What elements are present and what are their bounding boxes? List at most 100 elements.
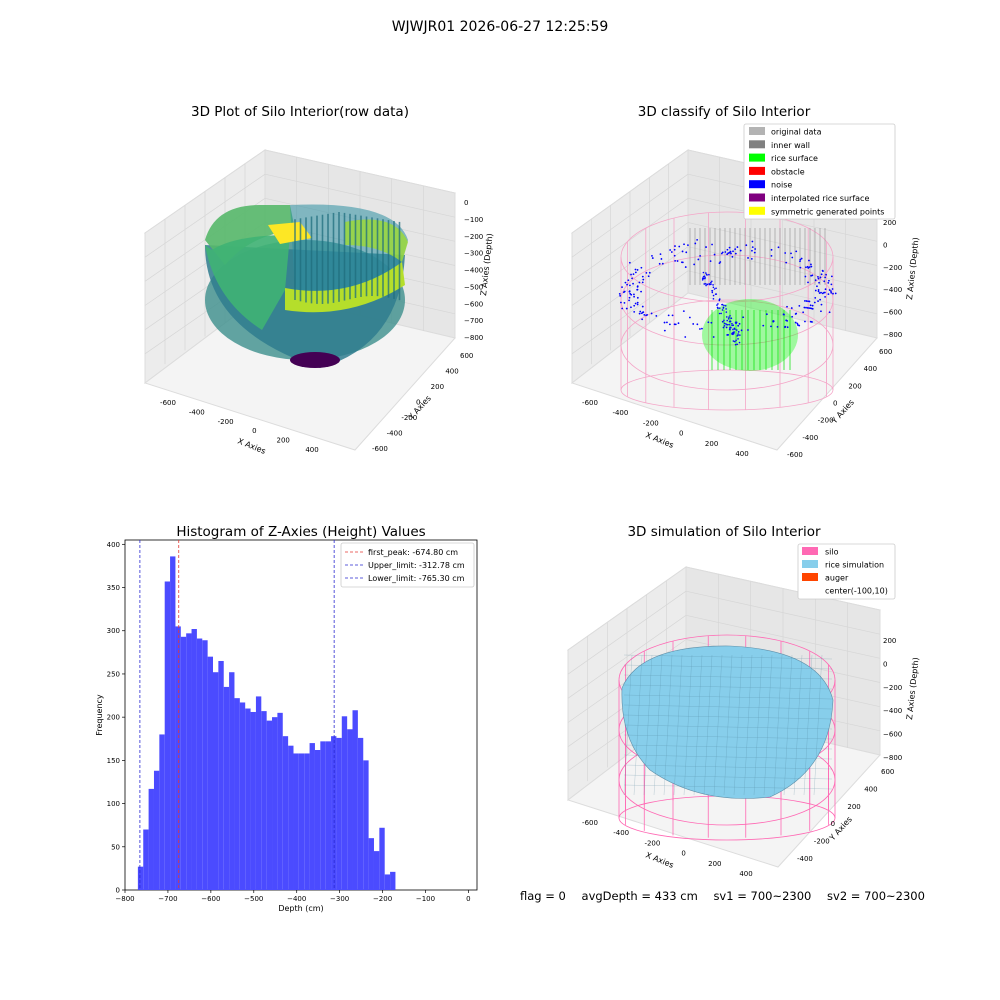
raw-y-tick-label: -400 [387, 430, 403, 438]
histogram-bar [255, 696, 262, 890]
raw-x-tick-label: 200 [277, 437, 290, 445]
histogram-bar [186, 633, 192, 890]
histogram-bar [304, 753, 310, 890]
histogram-bar [218, 660, 224, 890]
raw-y-tick-label: 600 [460, 352, 473, 360]
classify-z-label: Z Axies (Depth) [905, 237, 921, 300]
histogram-x-tick-label: −800 [115, 895, 134, 903]
classify-legend-label: obstacle [771, 167, 805, 176]
histogram-bar [384, 874, 391, 890]
simulation-z-tick-label: −400 [883, 707, 902, 715]
histogram-legend: first_peak: -674.80 cm Upper_limit: -312.… [340, 542, 475, 588]
raw-z-tick-label: −400 [464, 267, 483, 275]
simulation-legend: silo rice simulation auger center(-100,10) [797, 543, 896, 600]
histogram-x-tick-label: −700 [158, 895, 177, 903]
classify-y-tick-label: -200 [818, 417, 834, 425]
histogram-x-tick-label: −600 [201, 895, 220, 903]
classify-x-label: X Axies [644, 431, 675, 450]
histogram-bar [282, 736, 289, 890]
classify-z-tick-label: −200 [883, 264, 902, 272]
histogram-bar [331, 736, 337, 890]
histogram: Histogram of Z-Axies (Height) Values −80… [95, 524, 478, 913]
simulation-y-tick-label: 0 [831, 820, 835, 828]
classify-legend-swatch [749, 180, 765, 189]
histogram-x-tick-label: −300 [330, 895, 349, 903]
raw-x-tick-label: 0 [252, 427, 256, 435]
histogram-bar [277, 712, 283, 890]
histogram-bar [202, 640, 208, 890]
classify-z-tick-label: 200 [883, 219, 896, 227]
classify-3d-plot: 3D classify of Silo Interior original da… [570, 104, 921, 459]
simulation-y-tick-label: -400 [797, 855, 813, 863]
histogram-bar [261, 711, 267, 890]
classify-legend-label: symmetric generated points [771, 207, 884, 216]
simulation-y-tick-label: -200 [814, 838, 830, 846]
histogram-bar [309, 743, 315, 890]
simulation-z-label: Z Axies (Depth) [905, 657, 921, 720]
histogram-bar [153, 770, 160, 890]
raw-y-tick-label: -200 [401, 414, 417, 422]
simulation-y-tick-label: 600 [881, 768, 894, 776]
simulation-legend-label: auger [825, 574, 849, 583]
raw-x-tick-label: 400 [305, 446, 318, 454]
raw-y-tick-label: 0 [416, 399, 420, 407]
status-line: flag = 0 avgDepth = 433 cm sv1 = 700~230… [520, 889, 937, 903]
raw-y-tick-label: 400 [445, 368, 458, 376]
histogram-x-tick-label: −400 [287, 895, 306, 903]
simulation-x-tick-label: 0 [681, 850, 685, 858]
raw-y-tick-label: -600 [372, 445, 388, 453]
classify-legend-label: noise [771, 181, 792, 190]
classify-x-tick-label: -600 [582, 399, 598, 407]
sv2-value: sv2 = 700~2300 [827, 889, 925, 903]
simulation-z-tick-label: −200 [883, 684, 902, 692]
histogram-y-tick-label: 400 [107, 541, 120, 549]
simulation-legend-label: center(-100,10) [825, 587, 888, 596]
raw-z-tick-label: −100 [464, 216, 483, 224]
raw-x-label: X Axies [236, 437, 267, 456]
classify-y-tick-label: -400 [802, 434, 818, 442]
histogram-bar [229, 672, 235, 890]
simulation-legend-label: rice simulation [825, 561, 884, 570]
simulation-x-tick-label: -600 [582, 819, 598, 827]
classify-y-tick-label: 200 [848, 382, 861, 390]
simulation-x-tick-label: -200 [644, 839, 660, 847]
histogram-legend-label: Lower_limit: -765.30 cm [368, 574, 465, 583]
histogram-bar [320, 741, 326, 890]
raw-y-tick-label: 200 [431, 383, 444, 391]
raw-x-tick-label: -400 [189, 408, 205, 416]
raw-x-ticks: -600 -400 -200 0 200 400 [160, 399, 319, 454]
classify-legend-swatch [749, 153, 765, 162]
simulation-x-label: X Axies [644, 851, 675, 870]
simulation-legend-swatch [802, 560, 818, 568]
histogram-x-label: Depth (cm) [278, 904, 323, 913]
simulation-3d-plot: 3D simulation of Silo Interior silo rice … [566, 524, 921, 878]
simulation-x-ticks: -600 -400 -200 0 200 400 [582, 819, 753, 878]
simulation-z-tick-label: −800 [883, 754, 902, 762]
histogram-bar [352, 710, 358, 890]
sv1-value: sv1 = 700~2300 [713, 889, 812, 903]
avg-depth-value: avgDepth = 433 cm [581, 889, 698, 903]
histogram-bar [223, 686, 230, 890]
classify-grid [571, 157, 878, 365]
raw-z-tick-label: 0 [464, 199, 468, 207]
histogram-y-ticks: 0 50 100 150 200 250 300 350 400 [107, 541, 125, 895]
classify-x-tick-label: -200 [643, 419, 659, 427]
histogram-bar [164, 581, 171, 890]
simulation-plot-title: 3D simulation of Silo Interior [627, 524, 821, 540]
classify-legend-swatch [749, 166, 765, 175]
raw-plot-title: 3D Plot of Silo Interior(row data) [191, 104, 409, 120]
histogram-bar [180, 636, 187, 890]
histogram-bar [245, 708, 251, 890]
simulation-x-tick-label: 400 [739, 870, 752, 878]
raw-x-tick-label: -200 [218, 418, 234, 426]
classify-z-tick-label: 0 [883, 241, 887, 249]
raw-x-tick-label: -600 [160, 399, 176, 407]
histogram-bar [137, 866, 144, 890]
histogram-x-tick-label: −200 [373, 895, 392, 903]
simulation-z-tick-label: −600 [883, 731, 902, 739]
raw-z-tick-label: −200 [464, 233, 483, 241]
histogram-bar [293, 753, 299, 890]
classify-y-ticks: -600 -400 -200 0 200 400 600 [787, 348, 892, 459]
simulation-y-tick-label: 200 [847, 803, 860, 811]
